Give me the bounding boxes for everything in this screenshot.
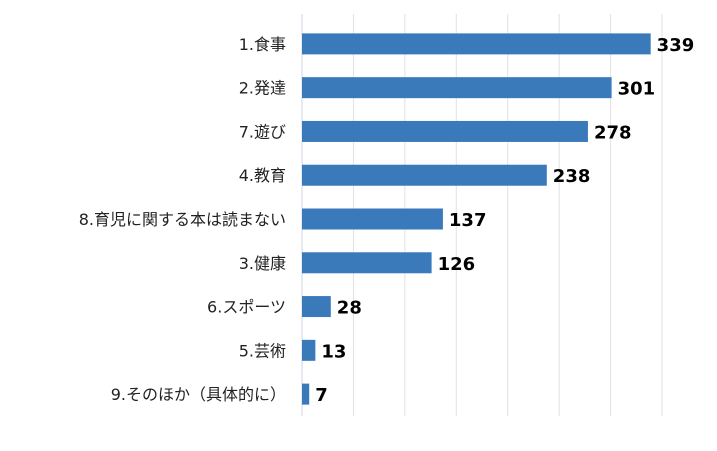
category-label: 2.発達 bbox=[239, 79, 286, 98]
bar bbox=[302, 339, 316, 361]
value-label: 126 bbox=[438, 254, 476, 275]
value-label: 137 bbox=[449, 210, 487, 231]
value-label: 339 bbox=[657, 35, 695, 56]
category-label: 4.教育 bbox=[239, 166, 286, 185]
category-label: 6.スポーツ bbox=[207, 298, 286, 317]
value-label: 238 bbox=[553, 166, 591, 187]
bar bbox=[302, 383, 310, 405]
bar bbox=[302, 120, 588, 142]
bar bbox=[302, 33, 651, 55]
category-label: 3.健康 bbox=[239, 254, 286, 273]
bars bbox=[302, 33, 651, 405]
bar bbox=[302, 77, 612, 99]
category-label: 5.芸術 bbox=[239, 341, 286, 360]
value-label: 278 bbox=[594, 122, 632, 143]
bar bbox=[302, 296, 331, 318]
bar bbox=[302, 208, 443, 230]
category-label: 9.そのほか（具体的に） bbox=[111, 385, 286, 404]
bar bbox=[302, 164, 547, 186]
value-label: 13 bbox=[321, 341, 346, 362]
value-label: 301 bbox=[618, 79, 656, 100]
value-label: 7 bbox=[315, 385, 328, 406]
category-label: 1.食事 bbox=[239, 35, 286, 54]
category-label: 7.遊び bbox=[239, 122, 286, 141]
bar bbox=[302, 252, 432, 274]
category-labels: 1.食事 2.発達 7.遊び 4.教育 8.育児に関する本は読まない 3.健康 6.スポーツ… bbox=[79, 35, 286, 404]
category-label: 8.育児に関する本は読まない bbox=[79, 210, 286, 229]
value-label: 28 bbox=[337, 298, 362, 319]
